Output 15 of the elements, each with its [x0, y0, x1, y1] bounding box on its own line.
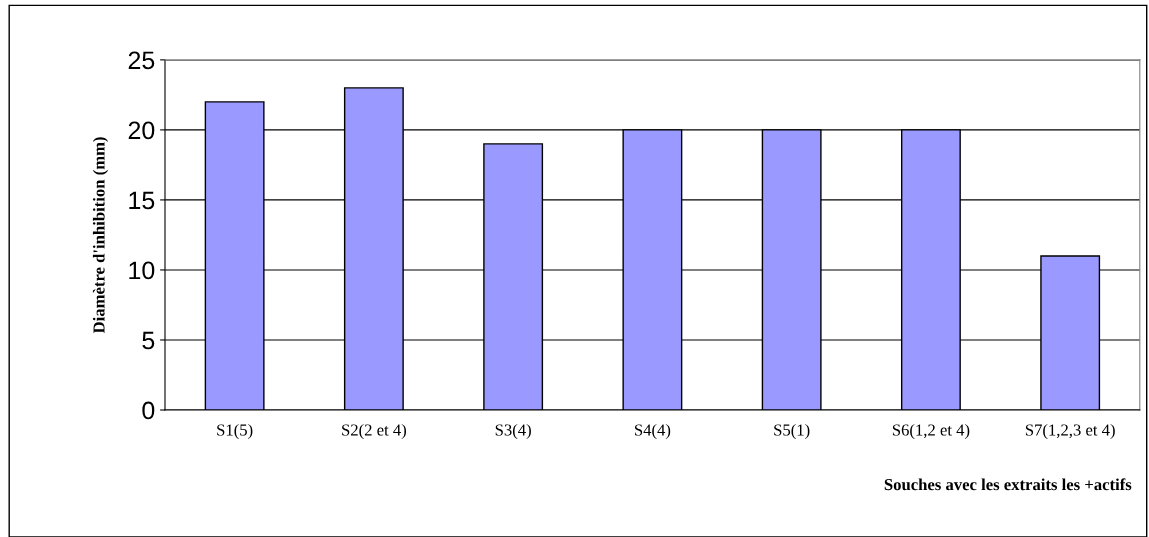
x-tick-label: S3(4)	[495, 423, 531, 439]
y-tick-label: 10	[129, 261, 155, 280]
y-tick-label: 20	[128, 121, 155, 140]
y-tick-label: 0	[142, 401, 155, 420]
x-tick-label: S5(1)	[774, 423, 810, 439]
x-tick-label: S6(1,2 et 4)	[892, 423, 970, 439]
x-axis-title: Souches avec les extraits les +actifs	[884, 478, 1132, 491]
x-tick-label: S7(1,2,3 et 4)	[1025, 423, 1115, 439]
x-tick-label: S4(4)	[635, 423, 671, 439]
y-tick-label: 5	[142, 331, 155, 350]
y-tick-label: 15	[129, 191, 155, 210]
y-axis-title: Diamètre d'inhibition (mm)	[92, 137, 109, 334]
x-tick-label: S2(2 et 4)	[342, 423, 407, 439]
y-tick-label: 25	[128, 51, 155, 70]
x-tick-label: S1(5)	[217, 423, 253, 439]
